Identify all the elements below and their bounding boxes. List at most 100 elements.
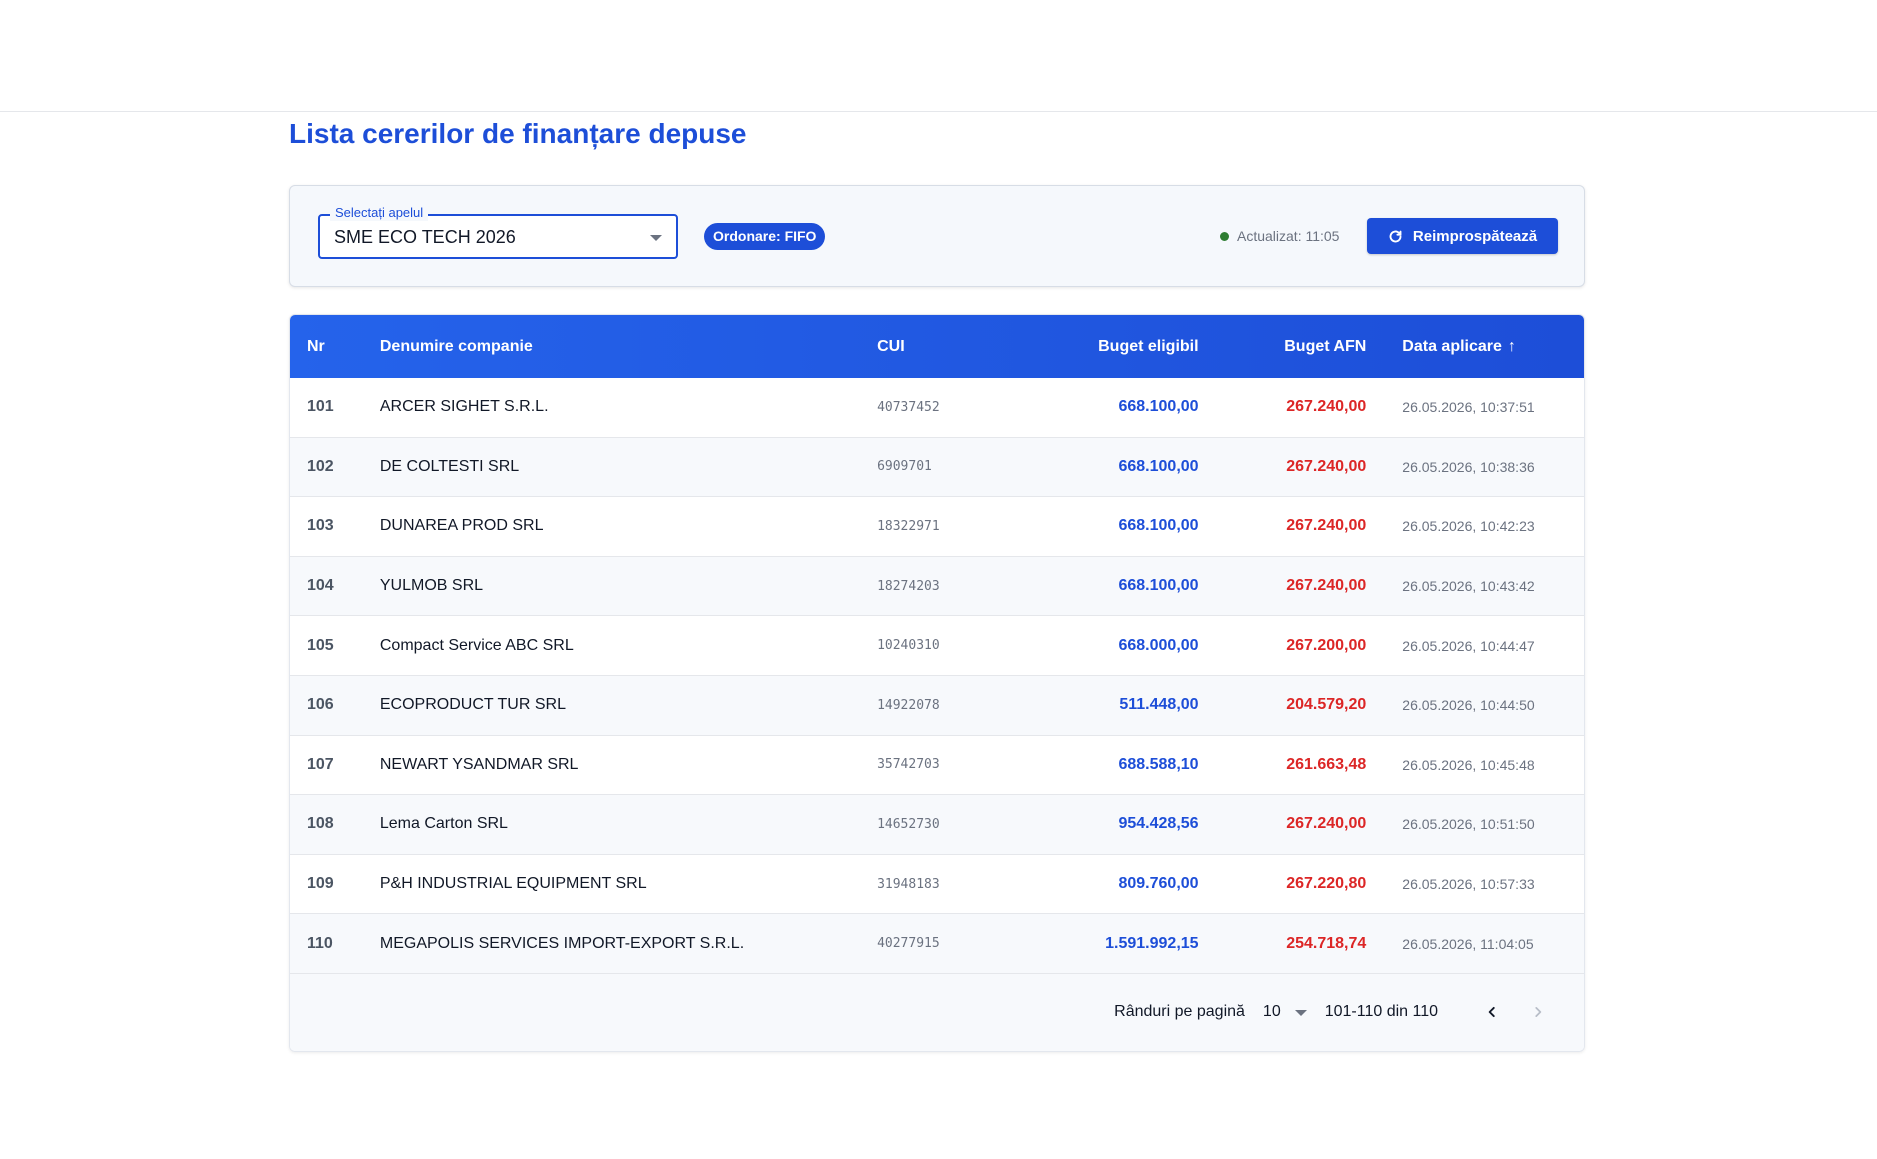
cell-afn-budget: 267.200,00: [1286, 636, 1367, 654]
table-row[interactable]: 110 MEGAPOLIS SERVICES IMPORT-EXPORT S.R.…: [290, 914, 1584, 974]
page-title: Lista cererilor de finanțare depuse: [289, 118, 747, 149]
order-badge: Ordonare: FIFO: [704, 223, 826, 250]
cell-nr: 107: [307, 755, 334, 773]
main-content: Lista cererilor de finanțare depuse Sele…: [289, 112, 1585, 1052]
cell-eligible-budget: 668.000,00: [1118, 636, 1199, 654]
cell-afn-budget: 267.240,00: [1286, 815, 1367, 833]
table-row[interactable]: 108 Lema Carton SRL 14652730 954.428,56 267.…: [290, 795, 1584, 855]
chevron-left-icon: [1488, 1007, 1495, 1018]
table-row[interactable]: 103 DUNAREA PROD SRL 18322971 668.100,00 267…: [290, 497, 1584, 557]
filter-card: Selectați apelul SME ECO TECH 2026 Ordon…: [289, 185, 1585, 287]
applications-table: Nr Denumire companie CUI Buget eligibil …: [289, 314, 1585, 1052]
cell-company-name: P&H INDUSTRIAL EQUIPMENT SRL: [379, 875, 647, 893]
cell-company-name: DUNAREA PROD SRL: [379, 517, 544, 535]
cell-eligible-budget: 668.100,00: [1118, 457, 1199, 475]
cell-cui: 18274203: [877, 578, 940, 594]
cell-eligible-budget: 688.588,10: [1118, 755, 1199, 773]
rows-per-page-value: 10: [1262, 1003, 1281, 1021]
call-select-label: Selectați apelul: [330, 205, 429, 221]
header-application-date[interactable]: Data aplicare ↑: [1366, 338, 1584, 356]
cell-cui: 10240310: [877, 638, 940, 654]
cell-cui: 14652730: [877, 816, 940, 832]
cell-company-name: Lema Carton SRL: [379, 815, 508, 833]
cell-application-date: 26.05.2026, 11:04:05: [1402, 935, 1534, 952]
cell-application-date: 26.05.2026, 10:43:42: [1402, 578, 1535, 595]
cell-cui: 40737452: [877, 399, 940, 415]
header-application-date-label: Data aplicare: [1402, 337, 1502, 355]
cell-cui: 35742703: [877, 757, 940, 773]
cell-cui: 14922078: [877, 697, 940, 713]
cell-nr: 103: [307, 517, 334, 535]
table-row[interactable]: 101 ARCER SIGHET S.R.L. 40737452 668.100,00…: [290, 378, 1584, 438]
header-company-name[interactable]: Denumire companie: [379, 337, 533, 355]
call-select[interactable]: Selectați apelul SME ECO TECH 2026: [318, 205, 678, 259]
sort-arrow-up-icon: ↑: [1507, 337, 1516, 355]
cell-eligible-budget: 668.100,00: [1118, 577, 1199, 595]
cell-company-name: ARCER SIGHET S.R.L.: [379, 398, 549, 416]
cell-eligible-budget: 511.448,00: [1119, 696, 1199, 714]
update-status: Actualizat: 11:05: [1220, 226, 1339, 246]
cell-company-name: Compact Service ABC SRL: [379, 636, 574, 654]
rows-per-page-select[interactable]: 10: [1263, 1003, 1307, 1021]
cell-afn-budget: 204.579,20: [1286, 696, 1367, 714]
header-cui[interactable]: CUI: [877, 337, 905, 355]
refresh-icon: [1388, 229, 1403, 244]
pagination-range: 101-110 din 110: [1324, 1003, 1438, 1021]
cell-application-date: 26.05.2026, 10:44:50: [1402, 697, 1535, 714]
cell-application-date: 26.05.2026, 10:51:50: [1402, 816, 1535, 833]
table-row[interactable]: 102 DE COLTESTI SRL 6909701 668.100,00 267.2…: [290, 437, 1584, 498]
table-row[interactable]: 105 Compact Service ABC SRL 10240310 668.00…: [290, 616, 1584, 676]
previous-page-button[interactable]: [1474, 994, 1510, 1030]
table-body: 101 ARCER SIGHET S.R.L. 40737452 668.100,00…: [290, 378, 1584, 974]
status-dot-icon: [1220, 231, 1229, 241]
rows-per-page-label: Rânduri pe pagină: [1114, 1003, 1245, 1021]
cell-cui: 6909701: [877, 459, 932, 475]
cell-nr: 102: [307, 457, 334, 475]
cell-application-date: 26.05.2026, 10:45:48: [1402, 756, 1535, 773]
cell-company-name: YULMOB SRL: [379, 577, 484, 595]
cell-nr: 101: [307, 398, 334, 416]
cell-application-date: 26.05.2026, 10:37:51: [1402, 399, 1535, 416]
cell-application-date: 26.05.2026, 10:44:47: [1402, 637, 1535, 654]
cell-nr: 104: [307, 577, 334, 595]
cell-eligible-budget: 954.428,56: [1118, 815, 1199, 833]
cell-afn-budget: 267.240,00: [1286, 517, 1367, 535]
chevron-right-icon: [1535, 1007, 1542, 1018]
cell-eligible-budget: 668.100,00: [1118, 398, 1199, 416]
header-nr[interactable]: Nr: [307, 337, 325, 355]
cell-application-date: 26.05.2026, 10:42:23: [1402, 518, 1535, 535]
cell-application-date: 26.05.2026, 10:38:36: [1402, 458, 1535, 475]
cell-nr: 109: [307, 875, 334, 893]
table-row[interactable]: 106 ECOPRODUCT TUR SRL 14922078 511.448,00 2…: [290, 675, 1584, 736]
cell-company-name: NEWART YSANDMAR SRL: [379, 755, 579, 773]
cell-afn-budget: 261.663,48: [1286, 755, 1367, 773]
cell-eligible-budget: 1.591.992,15: [1105, 934, 1199, 952]
cell-company-name: MEGAPOLIS SERVICES IMPORT-EXPORT S.R.L.: [379, 934, 745, 952]
cell-nr: 108: [307, 815, 334, 833]
header-eligible-budget[interactable]: Buget eligibil: [1098, 337, 1199, 355]
cell-afn-budget: 254.718,74: [1286, 934, 1367, 952]
refresh-button[interactable]: Reimprospătează: [1367, 218, 1558, 254]
pagination: Rânduri pe pagină 10 101-110 din 110: [290, 973, 1584, 1051]
table-row[interactable]: 109 P&H INDUSTRIAL EQUIPMENT SRL 31948183 8…: [290, 854, 1584, 915]
cell-cui: 31948183: [877, 876, 940, 892]
cell-afn-budget: 267.240,00: [1286, 398, 1367, 416]
table-row[interactable]: 104 YULMOB SRL 18274203 668.100,00 267.240,0…: [290, 556, 1584, 617]
cell-eligible-budget: 668.100,00: [1118, 517, 1199, 535]
caret-down-icon: [1294, 1010, 1307, 1017]
cell-eligible-budget: 809.760,00: [1118, 875, 1199, 893]
call-select-value: SME ECO TECH 2026: [334, 227, 516, 247]
header-afn-budget[interactable]: Buget AFN: [1284, 337, 1367, 355]
status-text: Actualizat: 11:05: [1237, 228, 1340, 244]
table-row[interactable]: 107 NEWART YSANDMAR SRL 35742703 688.588,10…: [290, 735, 1584, 796]
cell-nr: 110: [307, 934, 333, 952]
table-header: Nr Denumire companie CUI Buget eligibil …: [290, 315, 1584, 378]
cell-nr: 106: [307, 696, 334, 714]
cell-afn-budget: 267.240,00: [1286, 457, 1367, 475]
cell-company-name: ECOPRODUCT TUR SRL: [379, 696, 566, 714]
next-page-button[interactable]: [1520, 994, 1556, 1030]
cell-nr: 105: [307, 636, 334, 654]
caret-down-icon: [650, 235, 662, 241]
cell-afn-budget: 267.220,80: [1286, 875, 1367, 893]
top-app-bar: [0, 0, 1877, 112]
